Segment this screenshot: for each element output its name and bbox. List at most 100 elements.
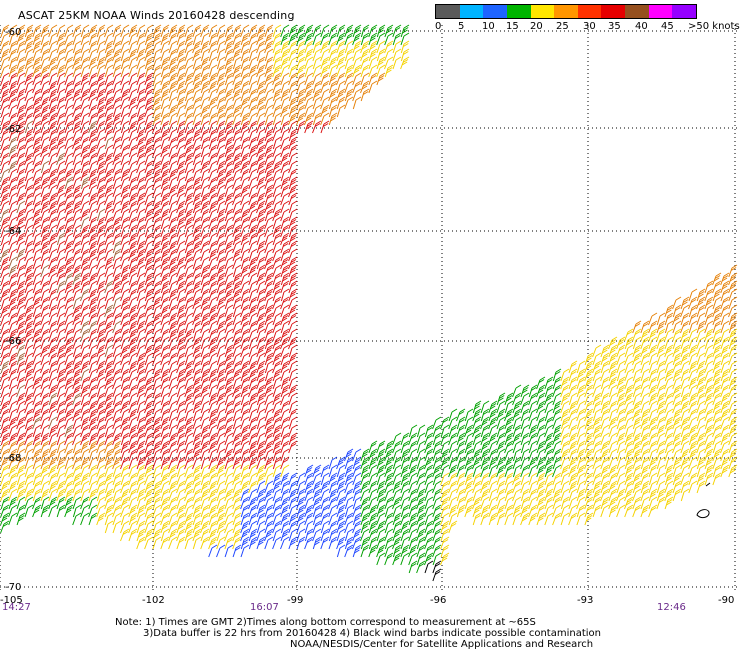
wind-barb xyxy=(544,400,554,414)
wind-barb xyxy=(72,360,82,374)
wind-barb xyxy=(312,56,322,70)
wind-barb xyxy=(592,424,602,438)
wind-barb xyxy=(88,432,98,446)
wind-barb xyxy=(184,136,194,150)
wind-barb xyxy=(136,184,146,198)
wind-barb xyxy=(168,272,178,286)
wind-barb xyxy=(184,40,194,54)
wind-barb xyxy=(184,104,194,118)
wind-barb xyxy=(648,392,658,406)
wind-barb xyxy=(648,352,658,366)
wind-barb xyxy=(216,472,226,486)
wind-barb xyxy=(144,288,154,302)
wind-barb xyxy=(176,480,186,494)
wind-barb xyxy=(480,504,490,518)
wind-barb xyxy=(232,368,242,382)
wind-barb xyxy=(256,416,266,430)
wind-barb xyxy=(560,488,570,502)
wind-barb xyxy=(432,528,442,542)
wind-barb xyxy=(368,472,378,486)
wind-barb xyxy=(64,296,74,310)
wind-barb xyxy=(592,376,602,390)
wind-barb xyxy=(24,280,34,294)
wind-barb xyxy=(0,392,10,406)
wind-barb xyxy=(624,432,634,446)
wind-barb xyxy=(80,136,90,150)
wind-barb xyxy=(264,536,274,550)
wind-barb xyxy=(136,368,146,382)
wind-barb xyxy=(40,192,50,206)
wind-barb xyxy=(240,200,250,214)
wind-barb xyxy=(272,128,282,142)
wind-barb xyxy=(176,48,186,62)
wind-barb xyxy=(480,472,490,486)
wind-barb xyxy=(176,200,186,214)
wind-barb xyxy=(88,128,98,142)
wind-barb xyxy=(208,520,218,534)
wind-barb xyxy=(184,224,194,238)
wind-barb xyxy=(160,56,170,70)
wind-barb xyxy=(280,360,290,374)
wind-barb xyxy=(64,352,74,366)
wind-barb xyxy=(56,192,66,206)
wind-barb xyxy=(352,488,362,502)
wind-barb xyxy=(208,312,218,326)
wind-barb xyxy=(0,104,10,118)
wind-barb xyxy=(176,232,186,246)
wind-barb xyxy=(400,40,410,54)
wind-barb xyxy=(208,512,218,526)
wind-barb xyxy=(584,480,594,494)
wind-barb xyxy=(688,288,698,302)
wind-barb xyxy=(272,104,282,118)
wind-barb xyxy=(528,408,538,422)
legend-swatch-2 xyxy=(483,5,507,18)
wind-barb xyxy=(256,136,266,150)
wind-barb xyxy=(712,296,722,310)
wind-barb xyxy=(64,224,74,238)
wind-barb xyxy=(224,24,234,38)
wind-barb xyxy=(256,336,266,350)
wind-barb xyxy=(0,264,10,278)
wind-barb xyxy=(72,496,82,510)
wind-barb xyxy=(448,416,458,430)
wind-barb xyxy=(8,312,18,326)
wind-barb xyxy=(480,480,490,494)
wind-barb xyxy=(272,136,282,150)
wind-barb xyxy=(672,296,682,310)
wind-barb xyxy=(328,112,338,126)
wind-barb xyxy=(272,40,282,54)
wind-barb xyxy=(456,496,466,510)
wind-barb xyxy=(264,296,274,310)
wind-barb xyxy=(152,304,162,318)
wind-barb xyxy=(328,56,338,70)
wind-barb xyxy=(336,512,346,526)
wind-barb xyxy=(240,504,250,518)
wind-barb xyxy=(624,376,634,390)
wind-barb xyxy=(0,328,10,342)
legend-swatch-8 xyxy=(625,5,649,18)
wind-barb xyxy=(136,312,146,326)
wind-barb xyxy=(208,280,218,294)
wind-barb xyxy=(528,496,538,510)
wind-barb xyxy=(152,528,162,542)
wind-barb xyxy=(64,488,74,502)
wind-barb xyxy=(176,296,186,310)
wind-barb xyxy=(136,456,146,470)
wind-barb xyxy=(424,472,434,486)
wind-barb xyxy=(608,400,618,414)
wind-barb xyxy=(624,400,634,414)
wind-barb xyxy=(64,80,74,94)
wind-barb xyxy=(472,440,482,454)
wind-barb xyxy=(728,312,738,326)
wind-barb xyxy=(280,528,290,542)
wind-barb xyxy=(16,96,26,110)
wind-barb xyxy=(16,136,26,150)
wind-barb xyxy=(64,248,74,262)
wind-barb xyxy=(168,176,178,190)
wind-barb xyxy=(176,104,186,118)
wind-barb xyxy=(16,264,26,278)
wind-barb xyxy=(104,520,114,534)
wind-barb xyxy=(144,424,154,438)
wind-barb xyxy=(616,416,626,430)
wind-barb xyxy=(552,472,562,486)
